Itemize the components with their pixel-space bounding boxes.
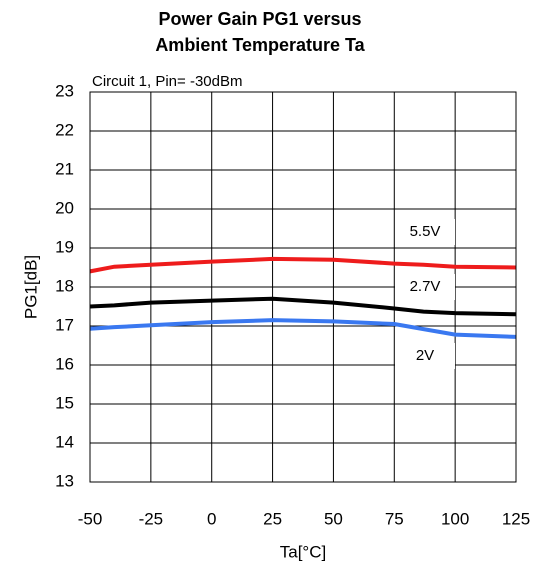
y-tick-label: 17 (55, 315, 74, 334)
series-label-bg (395, 219, 455, 245)
plot-border (89, 91, 517, 483)
y-tick-label: 14 (55, 432, 74, 451)
y-axis-label: PG1[dB] (21, 255, 40, 319)
subtitle-bg (92, 74, 312, 90)
chart-title: Ambient Temperature Ta (155, 35, 365, 55)
x-tick-label: -25 (139, 509, 164, 528)
line (89, 296, 517, 317)
y-tick-label: 18 (55, 276, 74, 295)
line (89, 256, 517, 274)
y-tick-label: 19 (55, 237, 74, 256)
y-tick-label: 15 (55, 393, 74, 412)
x-tick-label: 25 (263, 509, 282, 528)
series-label-bg (395, 343, 455, 369)
y-tick-label: 16 (55, 354, 74, 373)
y-tick-label: 23 (55, 81, 74, 100)
x-tick-label: 75 (385, 509, 404, 528)
y-tick-label: 20 (55, 198, 74, 217)
y-tick-label: 22 (55, 120, 74, 139)
y-tick-label: 21 (55, 159, 74, 178)
x-axis-label: Ta[°C] (280, 542, 326, 561)
series-label-bg (395, 274, 455, 300)
series-label: 5.5V (410, 223, 441, 240)
x-tick-label: -50 (78, 509, 103, 528)
x-tick-label: 0 (207, 509, 216, 528)
series-label: 2.7V (410, 278, 441, 295)
chart-title: Power Gain PG1 versus (158, 9, 361, 29)
subtitle: Circuit 1, Pin= -30dBm (92, 73, 242, 90)
series-label: 2V (416, 347, 434, 364)
line (89, 318, 517, 339)
x-tick-label: 50 (324, 509, 343, 528)
x-tick-label: 125 (502, 509, 530, 528)
y-tick-label: 13 (55, 471, 74, 490)
x-tick-label: 100 (441, 509, 469, 528)
